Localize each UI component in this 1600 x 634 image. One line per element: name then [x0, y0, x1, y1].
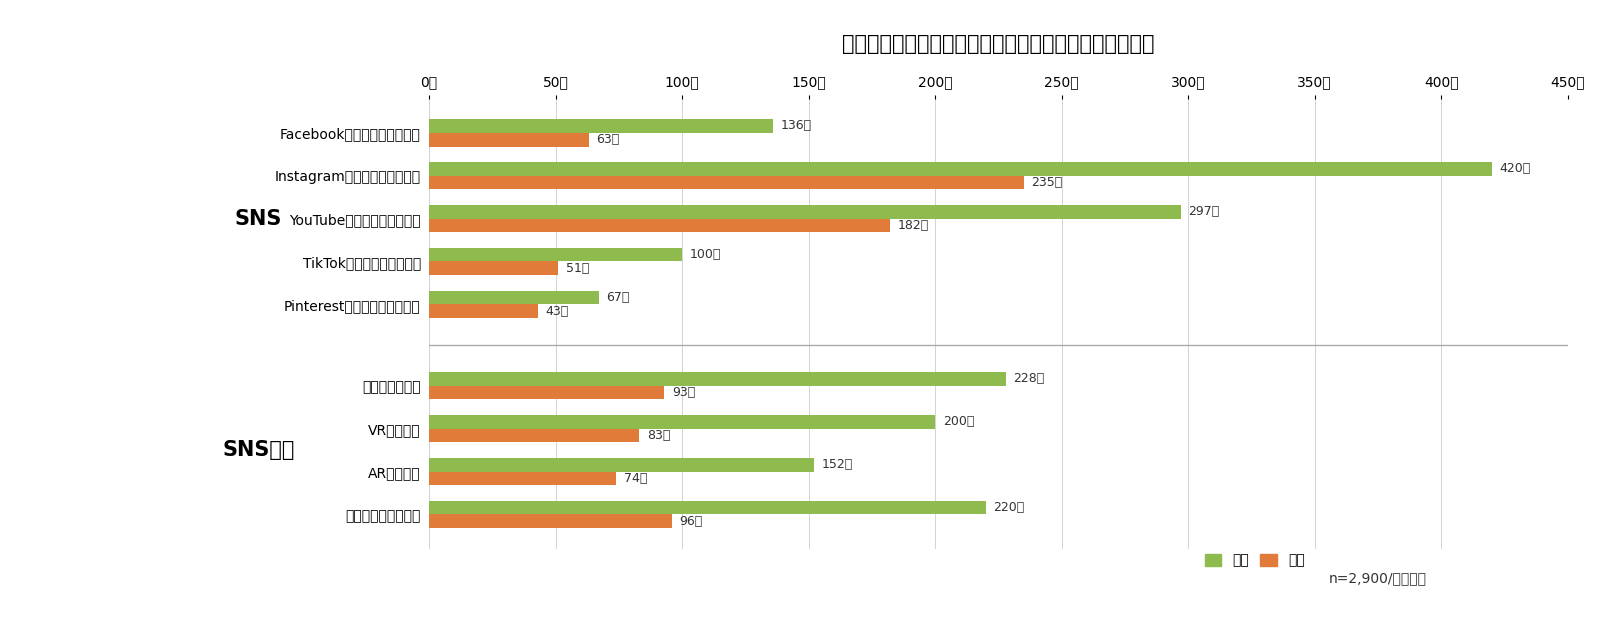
Bar [429, 248, 682, 261]
Text: SNS以外: SNS以外 [222, 440, 294, 460]
Text: 96人: 96人 [680, 515, 702, 527]
Bar [429, 119, 773, 133]
Bar [429, 415, 934, 429]
Bar [429, 176, 1024, 190]
Bar [429, 514, 672, 528]
Text: 63人: 63人 [597, 133, 619, 146]
Bar [429, 372, 1006, 385]
Legend: 認知, 興味: 認知, 興味 [1198, 548, 1310, 573]
Text: 200人: 200人 [942, 415, 974, 429]
Bar [429, 429, 638, 443]
Bar [429, 458, 814, 472]
Bar [429, 261, 558, 275]
Bar [429, 385, 664, 399]
Text: SNS: SNS [235, 209, 282, 228]
Text: 83人: 83人 [646, 429, 670, 442]
Text: 228人: 228人 [1014, 372, 1045, 385]
Text: 67人: 67人 [606, 291, 630, 304]
Text: 43人: 43人 [546, 305, 570, 318]
Bar [429, 501, 986, 514]
Text: 235人: 235人 [1032, 176, 1062, 189]
Text: 182人: 182人 [898, 219, 928, 232]
Text: 420人: 420人 [1499, 162, 1531, 176]
Bar [429, 472, 616, 485]
Text: 152人: 152人 [821, 458, 853, 471]
Bar [429, 133, 589, 146]
Text: 220人: 220人 [994, 501, 1024, 514]
Text: 100人: 100人 [690, 248, 722, 261]
Bar [429, 219, 890, 232]
Text: 297人: 297人 [1189, 205, 1219, 218]
Title: 次世代コマースを活用した購買行動に対する認知と興味: 次世代コマースを活用した購買行動に対する認知と興味 [842, 34, 1155, 54]
Text: 74人: 74人 [624, 472, 648, 485]
Bar [429, 162, 1491, 176]
Bar [429, 205, 1181, 219]
Text: 93人: 93人 [672, 386, 696, 399]
Text: n=2,900/複数回答: n=2,900/複数回答 [1328, 571, 1427, 585]
Text: 51人: 51人 [566, 262, 589, 275]
Text: 136人: 136人 [781, 119, 811, 133]
Bar [429, 304, 538, 318]
Bar [429, 290, 598, 304]
